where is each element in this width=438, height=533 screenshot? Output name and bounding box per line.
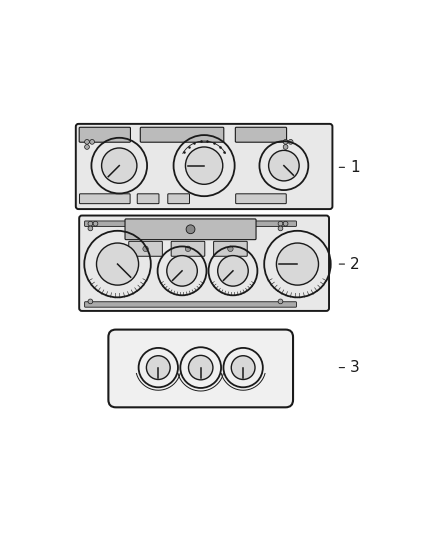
Circle shape bbox=[218, 256, 248, 286]
Circle shape bbox=[288, 140, 293, 144]
FancyBboxPatch shape bbox=[171, 241, 205, 256]
FancyBboxPatch shape bbox=[125, 219, 256, 240]
Circle shape bbox=[185, 147, 223, 184]
FancyBboxPatch shape bbox=[79, 215, 329, 311]
Circle shape bbox=[167, 256, 197, 286]
FancyBboxPatch shape bbox=[108, 329, 293, 407]
FancyBboxPatch shape bbox=[79, 127, 131, 142]
FancyBboxPatch shape bbox=[140, 127, 224, 142]
Circle shape bbox=[231, 356, 255, 379]
Circle shape bbox=[88, 221, 93, 226]
Circle shape bbox=[88, 226, 93, 231]
Circle shape bbox=[278, 226, 283, 231]
FancyBboxPatch shape bbox=[168, 194, 190, 204]
Circle shape bbox=[88, 299, 93, 304]
FancyBboxPatch shape bbox=[80, 194, 130, 204]
FancyBboxPatch shape bbox=[236, 194, 286, 204]
Circle shape bbox=[188, 356, 213, 380]
Circle shape bbox=[283, 144, 288, 149]
Circle shape bbox=[228, 246, 233, 252]
Circle shape bbox=[85, 144, 89, 149]
FancyBboxPatch shape bbox=[85, 302, 297, 307]
Circle shape bbox=[278, 221, 283, 226]
FancyBboxPatch shape bbox=[214, 241, 247, 256]
Circle shape bbox=[93, 221, 98, 226]
Circle shape bbox=[185, 246, 191, 252]
Circle shape bbox=[276, 243, 318, 285]
Text: 3: 3 bbox=[339, 360, 360, 375]
Circle shape bbox=[283, 221, 288, 226]
FancyBboxPatch shape bbox=[129, 241, 162, 256]
Circle shape bbox=[143, 246, 148, 252]
Circle shape bbox=[90, 140, 95, 144]
Text: 1: 1 bbox=[339, 160, 360, 175]
Circle shape bbox=[85, 140, 89, 144]
Circle shape bbox=[268, 150, 299, 181]
Circle shape bbox=[96, 243, 138, 285]
FancyBboxPatch shape bbox=[76, 124, 332, 209]
FancyBboxPatch shape bbox=[137, 194, 159, 204]
Circle shape bbox=[186, 225, 195, 233]
Text: 2: 2 bbox=[339, 256, 360, 272]
FancyBboxPatch shape bbox=[235, 127, 286, 142]
Circle shape bbox=[102, 148, 137, 183]
Circle shape bbox=[146, 356, 170, 379]
Circle shape bbox=[278, 299, 283, 304]
Circle shape bbox=[283, 140, 288, 144]
FancyBboxPatch shape bbox=[85, 221, 297, 227]
